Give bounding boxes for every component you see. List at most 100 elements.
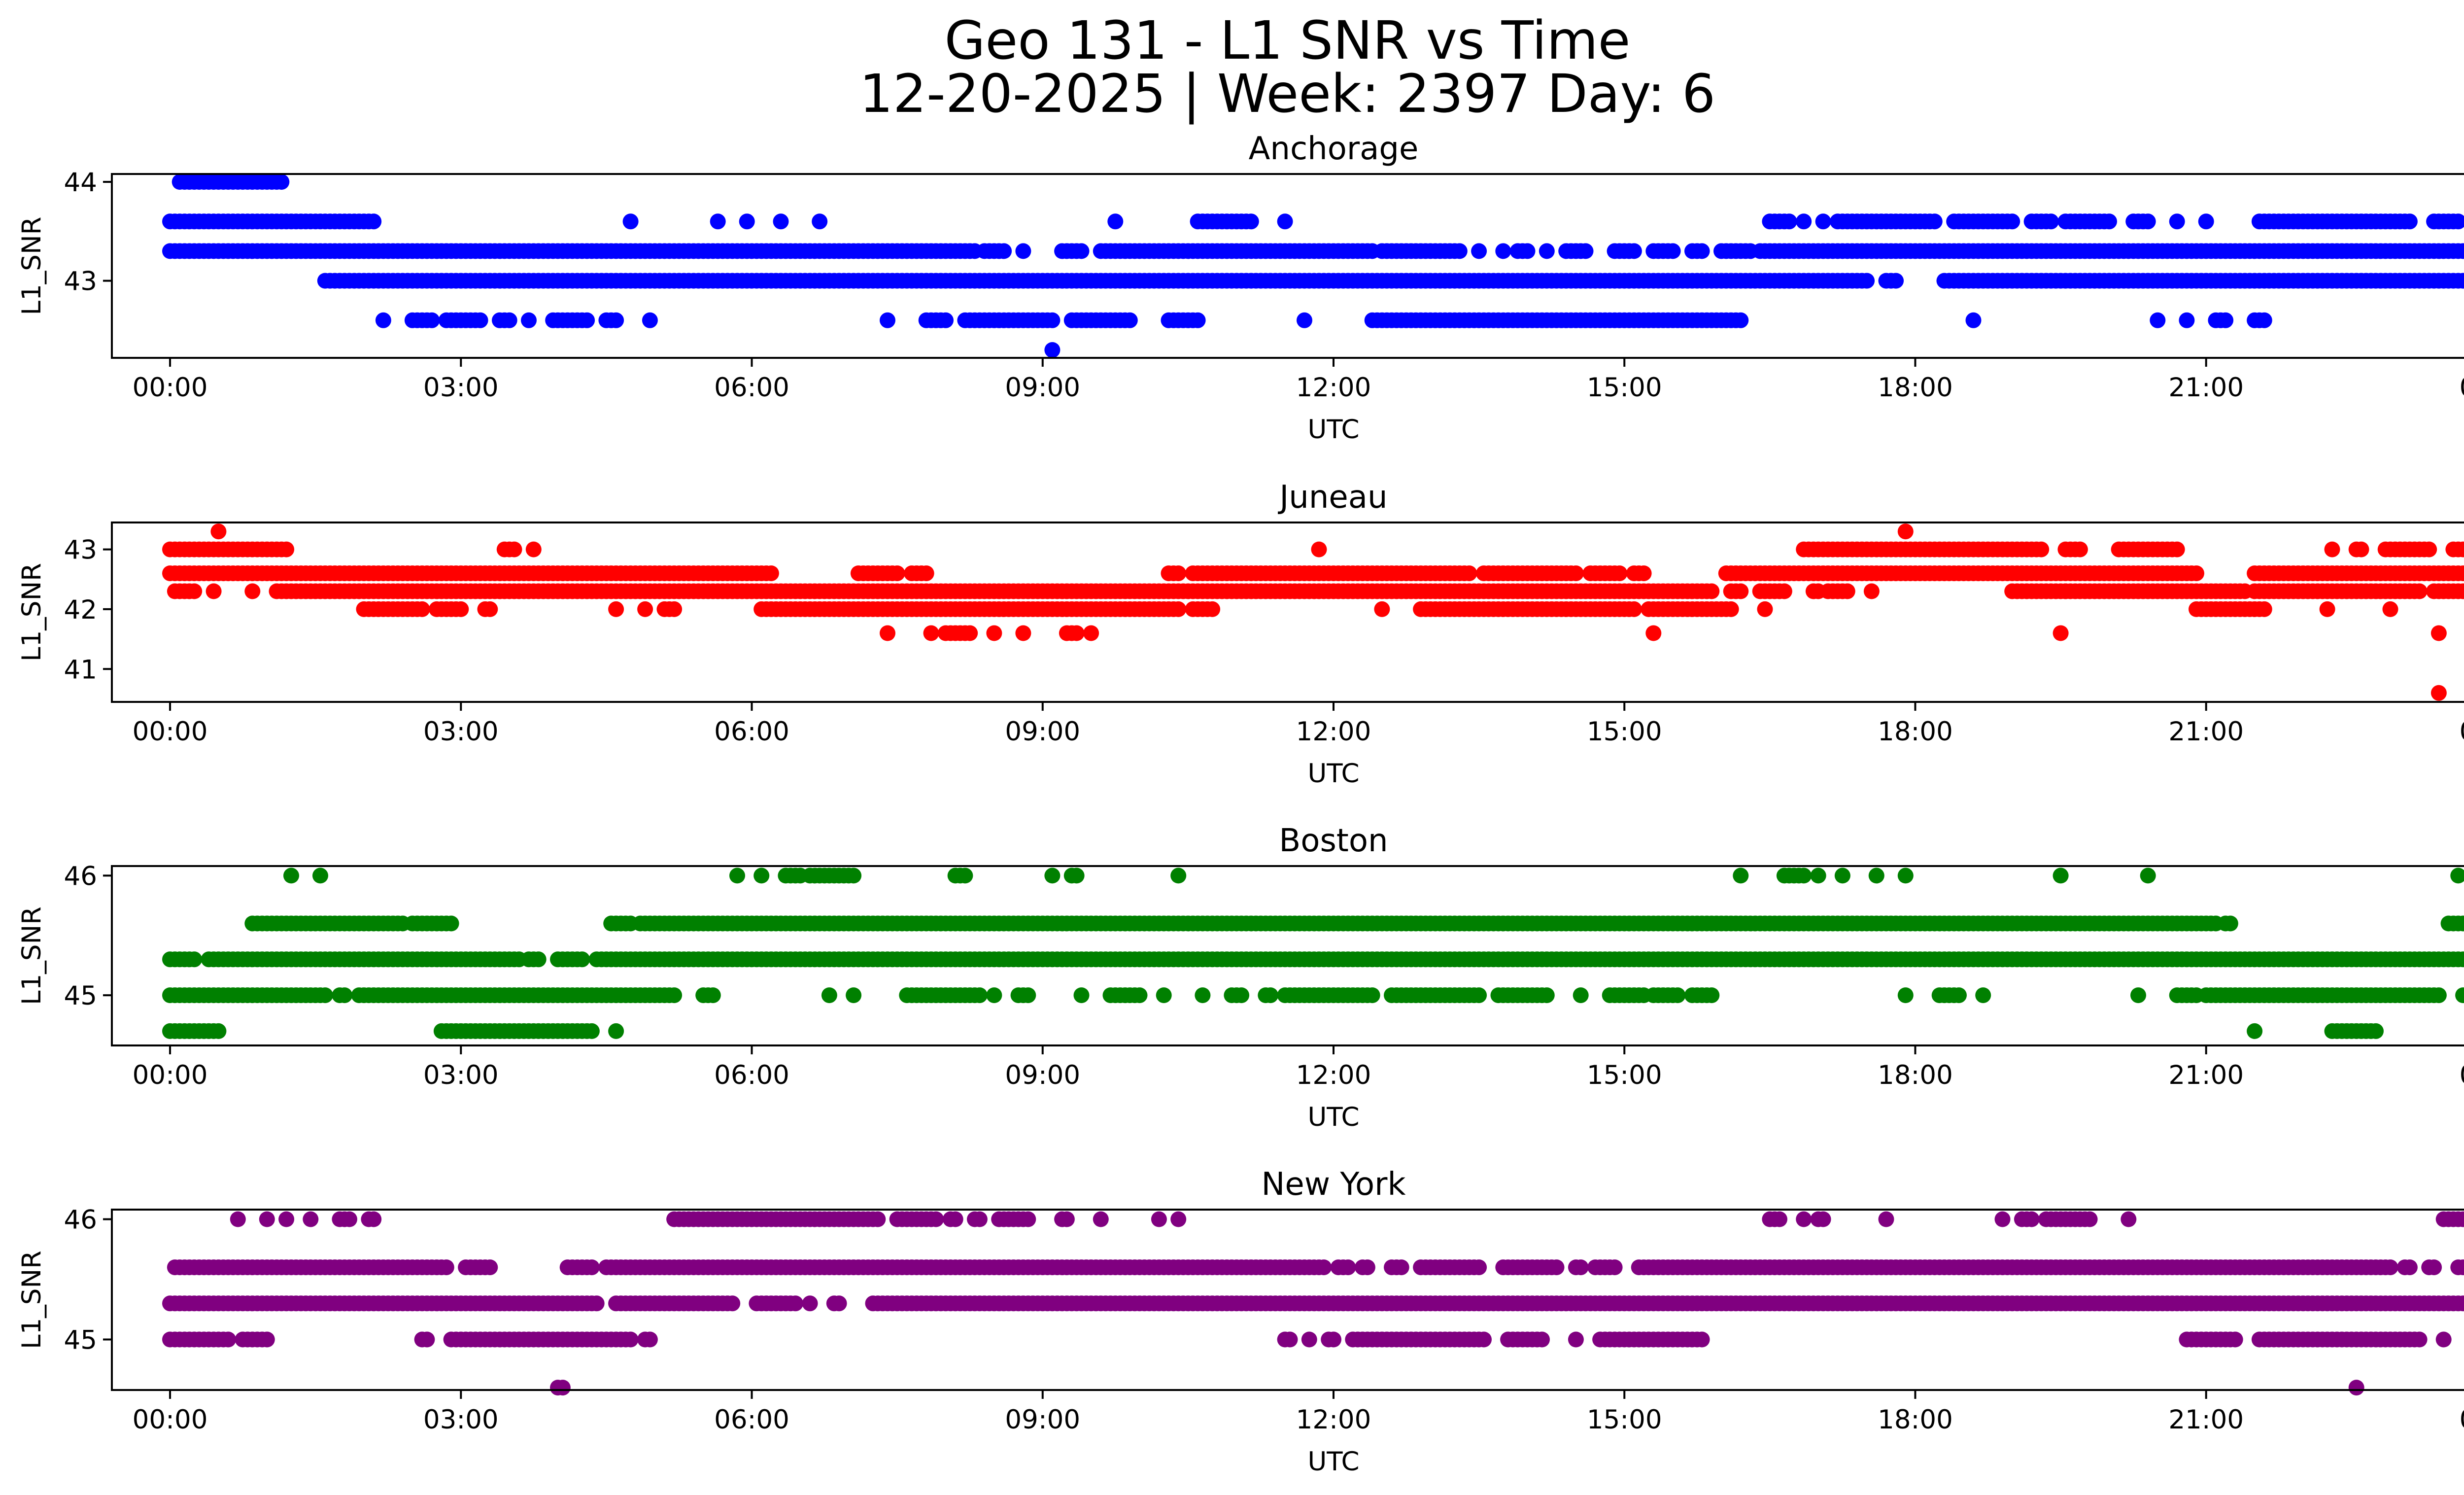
data-point [666, 987, 683, 1004]
data-point [1015, 625, 1031, 641]
data-point [366, 213, 382, 230]
x-tick-label: 06:00 [714, 373, 789, 403]
data-point [317, 987, 333, 1004]
data-point [1810, 868, 1826, 884]
data-point [482, 601, 498, 617]
x-tick-label: 18:00 [1878, 1060, 1953, 1090]
data-point [1626, 243, 1642, 259]
figure-title-line2: 12-20-2025 | Week: 2397 Day: 6 [859, 64, 1716, 125]
data-point [1020, 987, 1036, 1004]
data-point [1539, 243, 1555, 259]
data-point [1645, 625, 1662, 641]
data-point [1704, 583, 1720, 599]
data-point [1044, 868, 1061, 884]
data-point [1897, 523, 1914, 540]
data-point [2247, 1023, 2263, 1039]
data-point [880, 625, 895, 641]
data-point [1534, 1331, 1550, 1348]
data-point [2460, 274, 2464, 288]
data-point [2450, 213, 2464, 230]
data-point [1694, 243, 1710, 259]
data-point [506, 541, 522, 557]
subplot-title: Anchorage [1249, 131, 1419, 167]
y-tick-label: 46 [64, 861, 97, 891]
data-point [1451, 243, 1468, 259]
data-point [1577, 243, 1594, 259]
data-point [438, 1259, 454, 1276]
y-tick-label: 42 [64, 595, 97, 625]
data-point [1020, 1211, 1036, 1227]
data-point [2401, 213, 2418, 230]
data-point [1975, 987, 1991, 1004]
data-point [1170, 601, 1187, 617]
x-tick-label: 06:00 [714, 1405, 789, 1435]
x-tick-label: 06:00 [714, 717, 789, 747]
data-point [2140, 868, 2156, 884]
data-point [2140, 213, 2156, 230]
data-point [1815, 1211, 1831, 1227]
data-point [2348, 1380, 2364, 1396]
data-point [1796, 1211, 1812, 1227]
data-point [337, 987, 353, 1004]
data-point [2256, 312, 2272, 328]
data-point [2033, 541, 2050, 557]
data-point [186, 951, 203, 968]
x-tick-label: 21:00 [2168, 1060, 2244, 1090]
data-point [1665, 243, 1681, 259]
data-point [1073, 243, 1090, 259]
x-tick-label: 12:00 [1296, 1060, 1371, 1090]
data-point [666, 601, 683, 617]
plot-frame [111, 173, 2464, 359]
data-point [846, 987, 862, 1004]
data-point [574, 951, 590, 968]
data-point [2072, 541, 2088, 557]
data-point [2256, 601, 2272, 617]
data-point [1282, 1331, 1298, 1348]
data-point [2189, 565, 2204, 582]
data-point [1195, 987, 1211, 1004]
data-point [622, 1331, 639, 1348]
data-point [525, 541, 542, 557]
data-point [986, 625, 1002, 641]
data-point [1772, 1211, 1787, 1227]
data-point [710, 213, 726, 230]
data-point [1733, 312, 1749, 328]
y-tick-label: 43 [64, 267, 97, 297]
data-point [2460, 566, 2464, 581]
data-point [1611, 565, 1628, 582]
x-tick-label: 00:00 [133, 1060, 208, 1090]
data-point [1878, 1211, 1894, 1227]
data-point [918, 565, 934, 582]
data-point [1326, 1331, 1341, 1348]
data-point [375, 312, 391, 328]
data-point [2043, 213, 2059, 230]
y-axis-label: L1_SNR [17, 563, 47, 661]
data-point [1539, 987, 1555, 1004]
data-point [1471, 987, 1487, 1004]
data-point [501, 312, 517, 328]
data-point [2426, 1259, 2442, 1276]
data-point [1263, 987, 1279, 1004]
data-point [2053, 868, 2069, 884]
x-tick-label: 21:00 [2168, 373, 2244, 403]
data-point [1757, 601, 1773, 617]
data-point [821, 987, 837, 1004]
data-point [2150, 312, 2166, 328]
y-tick-label: 46 [64, 1205, 97, 1235]
data-point [1044, 312, 1061, 328]
x-tick-label: 21:00 [2168, 1405, 2244, 1435]
data-point [1868, 868, 1884, 884]
data-point [2411, 1331, 2428, 1348]
x-tick-label: 00:00 [133, 717, 208, 747]
data-point [1359, 1259, 1375, 1276]
y-axis-label: L1_SNR [17, 217, 47, 315]
data-point [342, 1211, 357, 1227]
data-point [1781, 213, 1797, 230]
data-point [923, 625, 939, 641]
data-point [2169, 213, 2185, 230]
data-point [424, 312, 440, 328]
